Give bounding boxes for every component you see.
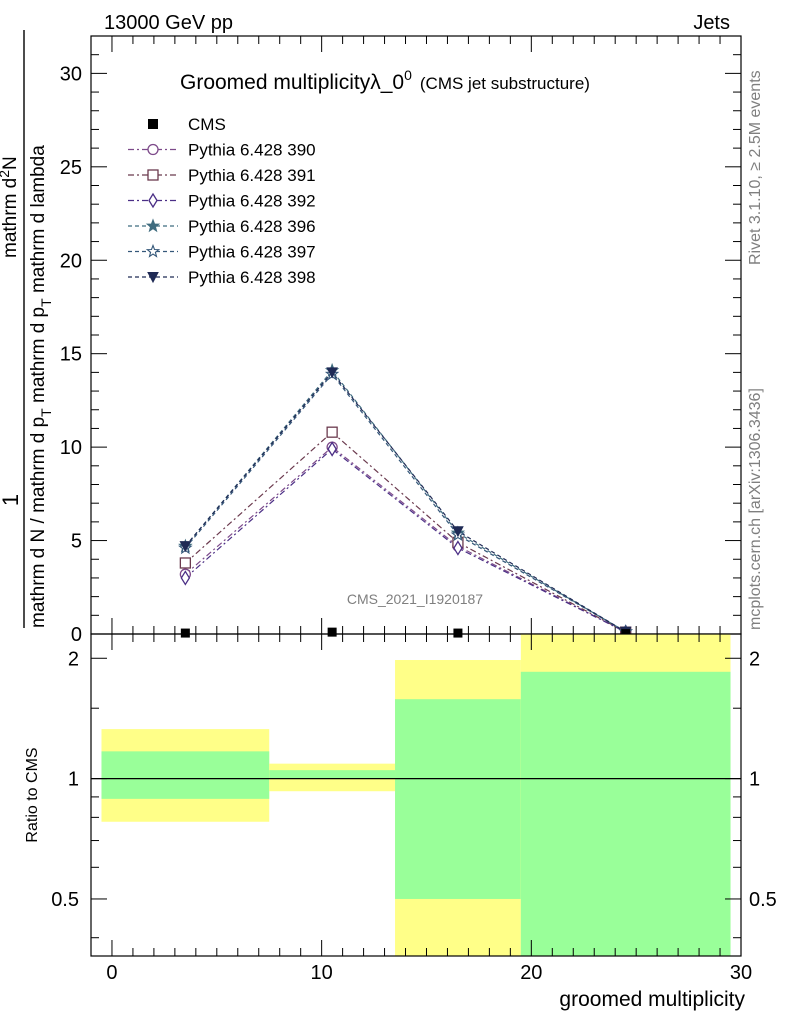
ratio-band-green	[520, 671, 731, 956]
ratio-y-tick-label-left: 0.5	[51, 889, 79, 911]
cms-data-point	[453, 628, 463, 638]
x-tick-label: 20	[520, 962, 542, 984]
ratio-y-tick-label-left: 2	[68, 648, 79, 670]
y-tick-label: 15	[60, 344, 82, 366]
series-marker	[326, 367, 338, 379]
series-marker	[452, 526, 464, 538]
y-label-denominator: mathrm d N / mathrm d pT mathrm d pT mat…	[28, 145, 54, 628]
mc-series-lines	[184, 369, 627, 633]
main-y-ticks: 0 5 10 15 20 25 30	[60, 35, 742, 646]
series-marker	[453, 540, 463, 556]
legend-marker	[148, 119, 158, 129]
legend-label: Pythia 6.428 390	[188, 141, 316, 160]
series-marker	[179, 541, 192, 553]
y-tick-label: 10	[60, 437, 82, 459]
legend-marker	[145, 243, 161, 258]
series-marker	[326, 426, 338, 438]
legend-label: Pythia 6.428 396	[188, 217, 316, 236]
cms-data-point	[327, 627, 337, 637]
legend-label: Pythia 6.428 398	[188, 268, 316, 287]
main-plot-area	[91, 36, 741, 634]
ratio-axis-ticks: 0.5 0.51 12 20 10 20 30	[51, 634, 777, 984]
ratio-y-tick-label-right: 1	[749, 769, 760, 791]
legend-label: Pythia 6.428 392	[188, 192, 316, 211]
ratio-y-tick-label-left: 1	[68, 769, 79, 791]
legend-marker	[147, 272, 159, 284]
header-right: Jets	[693, 12, 730, 34]
ratio-band-green	[395, 699, 521, 899]
main-y-axis-label: 1 mathrm d N / mathrm d pT mathrm d pT m…	[0, 30, 54, 628]
y-label-numerator: 1	[0, 494, 23, 506]
chart-title: Groomed multiplicityλ_00 (CMS jet substru…	[180, 67, 590, 94]
y-tick-label: 25	[60, 157, 82, 179]
series-line	[185, 448, 626, 633]
x-tick-label: 30	[730, 962, 752, 984]
series-marker	[179, 557, 192, 569]
series-line	[185, 431, 626, 633]
legend-marker	[147, 169, 159, 181]
ratio-y-label: Ratio to CMS	[24, 747, 41, 842]
y-tick-label: 5	[71, 531, 82, 553]
mcplots-source-label: mcplots.cern.ch [arXiv:1306.3436]	[747, 388, 764, 630]
main-panel: 0 5 10 15 20 25 30 Groomed multiplicityλ_00 (CM…	[60, 35, 742, 646]
x-tick-label: 10	[311, 962, 333, 984]
legend: CMS Pythia 6.428 390 Pythia 6.428 391 Pythi…	[128, 115, 316, 287]
y-label-inner-numerator: mathrm d2N	[0, 156, 21, 258]
series-marker	[180, 570, 191, 586]
legend-marker	[145, 218, 161, 233]
rivet-version-label: Rivet 3.1.10, ≥ 2.5M events	[747, 70, 764, 265]
y-tick-label: 30	[60, 63, 82, 85]
series-line	[184, 373, 626, 633]
ratio-panel: 0.5 0.51 12 20 10 20 30 Ratio to CMS groomed m…	[24, 633, 777, 1011]
series-line	[185, 446, 626, 633]
x-tick-label: 0	[106, 962, 117, 984]
cms-data-point	[180, 628, 190, 638]
legend-marker	[148, 192, 158, 209]
ratio-bands	[101, 634, 731, 956]
ratio-band-green	[101, 751, 270, 799]
header-left: 13000 GeV pp	[104, 12, 233, 34]
analysis-watermark: CMS_2021_I1920187	[347, 591, 483, 607]
ratio-y-tick-label-right: 0.5	[749, 889, 777, 911]
legend-marker	[147, 143, 159, 156]
series-marker	[327, 441, 337, 457]
ratio-y-tick-label-right: 2	[749, 648, 760, 670]
x-axis-label: groomed multiplicity	[559, 988, 745, 1011]
legend-label: Pythia 6.428 397	[188, 243, 316, 262]
ratio-plot-frame	[90, 633, 742, 957]
y-tick-label: 20	[60, 250, 82, 272]
series-line	[184, 371, 627, 633]
legend-label: CMS	[188, 115, 226, 134]
y-tick-label: 0	[71, 624, 82, 646]
ratio-band-green	[269, 770, 396, 779]
series-line	[184, 369, 627, 633]
legend-label: Pythia 6.428 391	[188, 166, 316, 185]
